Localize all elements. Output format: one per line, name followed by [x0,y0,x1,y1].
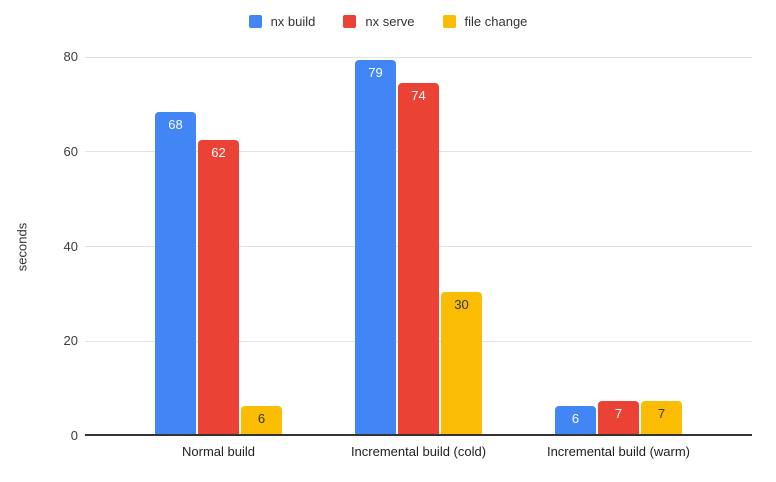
bar-file-change-3: 7 [641,400,682,434]
bar-value-label: 68 [168,116,183,132]
legend-swatch-icon [343,15,357,28]
x-category-label: Incremental build (cold) [350,444,487,459]
x-category-label: Normal build [182,444,255,459]
bar-nx-serve-3: 7 [598,400,639,434]
legend-item-nx-serve: nx serve [343,14,415,29]
bar-value-label: 79 [368,64,383,80]
chart-legend: nx build nx serve file change [0,14,776,29]
legend-label: file change [464,14,528,29]
bar-value-label: 7 [657,405,666,421]
legend-item-nx-build: nx build [248,14,316,29]
bar-value-label: 6 [257,410,266,426]
bar-file-change-2: 30 [441,291,482,434]
legend-swatch-icon [248,15,262,28]
legend-label: nx serve [365,14,415,29]
bar-value-label: 7 [614,405,623,421]
bar-value-label: 6 [571,410,580,426]
y-tick-label: 0 [70,428,78,443]
x-category-label: Incremental build (warm) [546,444,691,459]
y-tick-label: 80 [63,49,78,64]
bar-nx-build-3: 6 [555,405,596,434]
y-tick-label: 40 [63,238,78,254]
bar-nx-serve-2: 74 [398,83,439,434]
bar-file-change-1: 6 [241,405,282,434]
x-axis-line [85,434,752,436]
legend-swatch-icon [442,15,456,28]
y-tick-label: 20 [63,333,78,349]
bar-value-label: 30 [454,296,469,312]
bar-nx-serve-1: 62 [198,140,239,434]
legend-item-file-change: file change [442,14,528,29]
bar-nx-build-1: 68 [155,111,196,434]
y-axis-title: seconds [14,222,30,272]
legend-label: nx build [270,14,316,29]
plot-area: 68 62 6 79 74 30 6 7 7 [85,56,752,436]
bar-value-label: 62 [211,145,226,161]
bar-value-label: 74 [411,88,426,104]
y-tick-label: 60 [63,143,78,159]
gridline [85,56,752,58]
bar-nx-build-2: 79 [355,59,396,434]
